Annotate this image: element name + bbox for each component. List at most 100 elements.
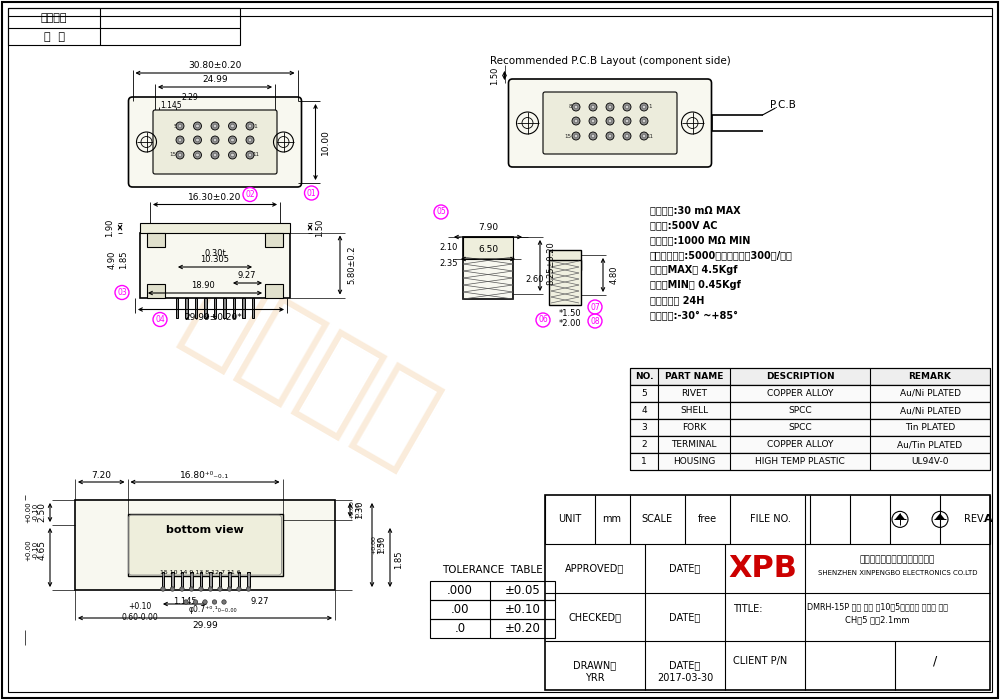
Text: 1.145: 1.145 xyxy=(173,598,197,606)
Circle shape xyxy=(228,151,237,159)
Text: +0.00
-0.10: +0.00 -0.10 xyxy=(372,536,382,554)
Bar xyxy=(195,298,197,318)
Circle shape xyxy=(591,119,595,122)
Text: Tin PLATED: Tin PLATED xyxy=(905,423,955,432)
Circle shape xyxy=(248,124,252,128)
Bar xyxy=(242,298,245,318)
Circle shape xyxy=(178,153,182,157)
Circle shape xyxy=(184,600,188,604)
Text: 绕缘阻抗:1000 MΩ MIN: 绕缘阻抗:1000 MΩ MIN xyxy=(650,235,750,245)
Circle shape xyxy=(589,103,597,111)
Circle shape xyxy=(231,138,234,142)
Bar xyxy=(463,237,513,259)
Circle shape xyxy=(199,587,203,592)
Bar xyxy=(171,572,174,587)
Bar xyxy=(630,385,990,402)
Circle shape xyxy=(231,124,234,128)
Bar xyxy=(185,298,188,318)
Text: TOLERANCE  TABLE: TOLERANCE TABLE xyxy=(442,565,543,575)
Text: SPCC: SPCC xyxy=(788,406,812,415)
Text: 08: 08 xyxy=(590,316,600,326)
Text: 1.85: 1.85 xyxy=(120,251,128,270)
Circle shape xyxy=(178,124,182,128)
Text: 4.80: 4.80 xyxy=(610,266,618,284)
Text: 9.27: 9.27 xyxy=(251,598,269,606)
Text: P.C.B: P.C.B xyxy=(770,100,795,110)
Circle shape xyxy=(203,600,207,604)
Bar xyxy=(128,514,283,576)
Polygon shape xyxy=(895,513,905,519)
Text: Au/Ni PLATED: Au/Ni PLATED xyxy=(900,406,960,415)
Circle shape xyxy=(589,117,597,125)
Text: HIGH TEMP PLASTIC: HIGH TEMP PLASTIC xyxy=(755,457,845,466)
Text: /: / xyxy=(933,654,937,667)
Text: 5: 5 xyxy=(173,123,177,129)
Text: 10.00: 10.00 xyxy=(321,129,330,155)
Circle shape xyxy=(623,132,631,140)
Circle shape xyxy=(640,132,648,140)
Circle shape xyxy=(211,151,219,159)
Text: 15: 15 xyxy=(170,153,176,158)
FancyBboxPatch shape xyxy=(153,110,277,174)
Bar xyxy=(549,260,581,305)
Text: Au/Ni PLATED: Au/Ni PLATED xyxy=(900,389,960,398)
Bar xyxy=(140,223,290,232)
Circle shape xyxy=(196,124,199,128)
Circle shape xyxy=(237,587,241,592)
Circle shape xyxy=(608,119,612,122)
Circle shape xyxy=(189,587,194,592)
Circle shape xyxy=(574,119,578,122)
Text: 7.90: 7.90 xyxy=(478,223,498,232)
Text: YRR: YRR xyxy=(585,673,605,682)
Text: 2017-03-30: 2017-03-30 xyxy=(657,673,713,682)
Text: Au/Tin PLATED: Au/Tin PLATED xyxy=(897,440,963,449)
Text: *2.00: *2.00 xyxy=(559,318,581,328)
Text: 24.99: 24.99 xyxy=(202,76,228,85)
Bar xyxy=(204,298,207,318)
Circle shape xyxy=(194,122,202,130)
Text: 拔出力MIN： 0.45Kgf: 拔出力MIN： 0.45Kgf xyxy=(650,280,741,290)
Circle shape xyxy=(606,132,614,140)
Circle shape xyxy=(180,587,184,592)
Text: 10.305: 10.305 xyxy=(200,256,230,265)
Text: TERMINAL: TERMINAL xyxy=(671,440,717,449)
Text: 工作温度:-30° ~+85°: 工作温度:-30° ~+85° xyxy=(650,310,738,320)
Text: *1.50: *1.50 xyxy=(559,309,581,318)
Text: 16.30±0.20: 16.30±0.20 xyxy=(188,193,242,202)
Text: FORK: FORK xyxy=(682,423,706,432)
Circle shape xyxy=(591,134,595,138)
Circle shape xyxy=(196,153,199,157)
Text: 9.27: 9.27 xyxy=(238,272,256,281)
Bar xyxy=(247,572,250,587)
Text: RIVET: RIVET xyxy=(681,389,707,398)
Bar xyxy=(147,232,165,246)
Text: 寿命周期测试:5000次，插接遗度300次/小时: 寿命周期测试:5000次，插接遗度300次/小时 xyxy=(650,250,793,260)
Circle shape xyxy=(246,136,254,144)
Bar xyxy=(549,250,581,270)
Text: 盐雾测试： 24H: 盐雾测试： 24H xyxy=(650,295,704,305)
Circle shape xyxy=(608,134,612,138)
Text: 2.50: 2.50 xyxy=(38,502,46,522)
Bar xyxy=(430,581,555,600)
Circle shape xyxy=(161,587,165,592)
Text: COPPER ALLOY: COPPER ALLOY xyxy=(767,389,833,398)
Text: DESCRIPTION: DESCRIPTION xyxy=(766,372,834,381)
Text: .00: .00 xyxy=(451,603,469,616)
Circle shape xyxy=(640,103,648,111)
Text: CH．5 针长2.1mm: CH．5 针长2.1mm xyxy=(845,615,910,624)
Text: 8.25±0.20: 8.25±0.20 xyxy=(546,241,556,285)
Circle shape xyxy=(231,153,234,157)
Circle shape xyxy=(623,103,631,111)
Text: 29.99: 29.99 xyxy=(192,622,218,631)
FancyBboxPatch shape xyxy=(128,97,302,187)
Text: 29.99±0.20*: 29.99±0.20* xyxy=(184,313,242,322)
Text: 05: 05 xyxy=(436,207,446,216)
Bar xyxy=(233,298,235,318)
Circle shape xyxy=(227,587,232,592)
Circle shape xyxy=(589,132,597,140)
Text: +0.00
-0.10: +0.00 -0.10 xyxy=(26,501,38,523)
Text: mm: mm xyxy=(602,514,622,524)
Bar xyxy=(430,619,555,638)
Circle shape xyxy=(194,136,202,144)
Text: 2.35: 2.35 xyxy=(440,258,458,267)
